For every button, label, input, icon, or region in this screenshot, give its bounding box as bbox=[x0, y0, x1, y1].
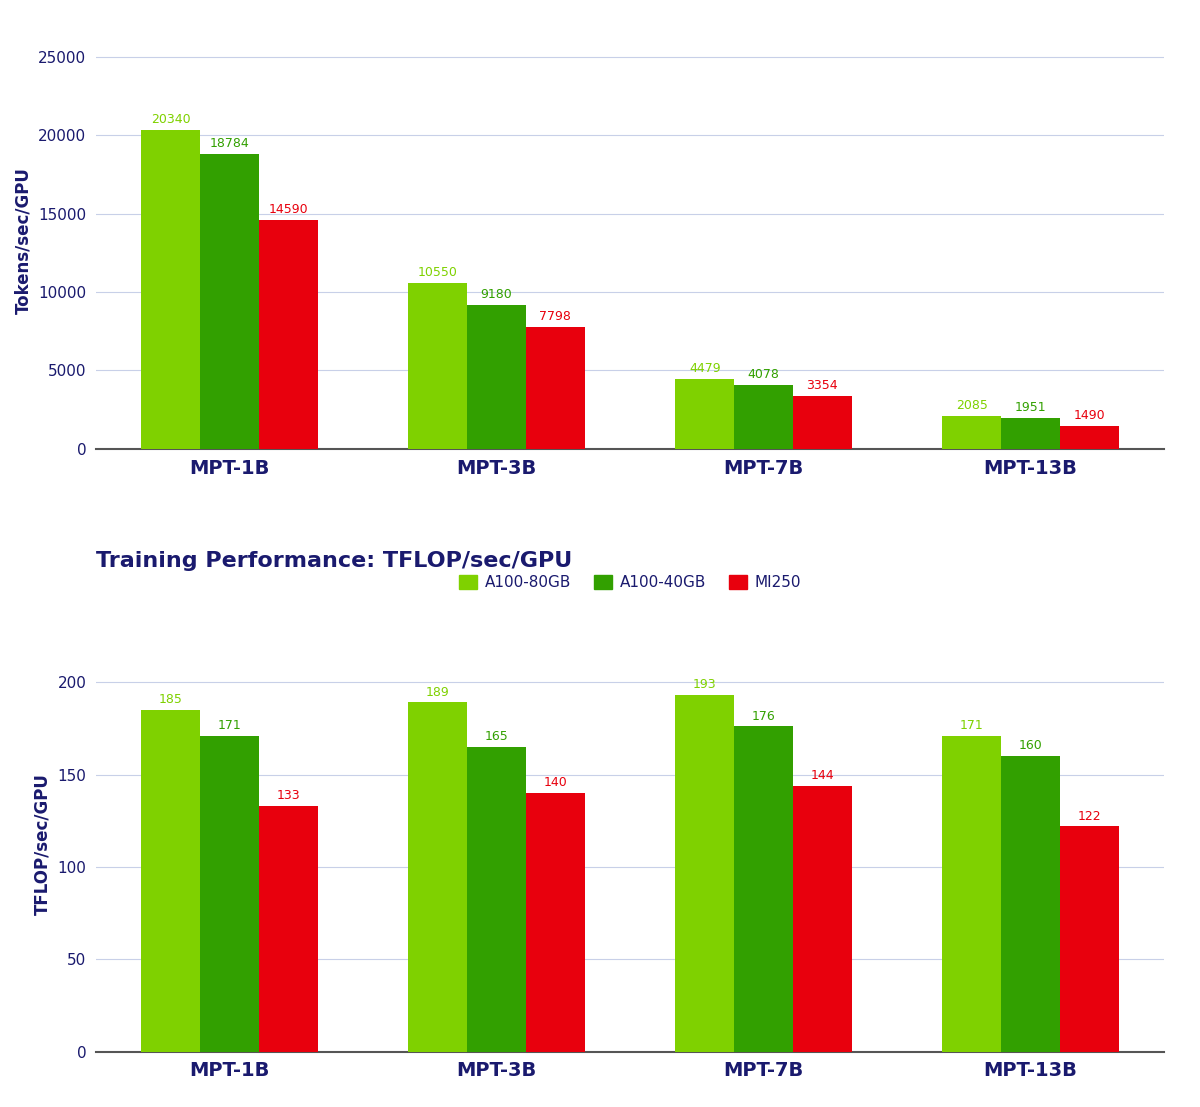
Text: 185: 185 bbox=[158, 693, 182, 706]
Text: 3354: 3354 bbox=[806, 380, 838, 392]
Bar bbox=[259, 806, 318, 1052]
Bar bbox=[942, 416, 1001, 449]
Bar bbox=[467, 747, 526, 1052]
Text: 171: 171 bbox=[217, 720, 241, 732]
Bar bbox=[1060, 826, 1118, 1052]
Bar bbox=[408, 283, 467, 449]
Text: 10550: 10550 bbox=[418, 267, 457, 279]
Bar bbox=[734, 385, 793, 449]
Text: 144: 144 bbox=[810, 769, 834, 782]
Text: 2085: 2085 bbox=[956, 400, 988, 412]
Y-axis label: TFLOP/sec/GPU: TFLOP/sec/GPU bbox=[34, 773, 52, 914]
Bar bbox=[734, 726, 793, 1052]
Bar bbox=[526, 327, 584, 449]
Bar bbox=[259, 220, 318, 449]
Bar bbox=[200, 736, 259, 1052]
Text: 193: 193 bbox=[692, 679, 716, 692]
Text: Training Performance: TFLOP/sec/GPU: Training Performance: TFLOP/sec/GPU bbox=[96, 550, 572, 570]
Bar bbox=[942, 736, 1001, 1052]
Text: 189: 189 bbox=[426, 685, 450, 699]
Text: 133: 133 bbox=[276, 789, 300, 803]
Text: 14590: 14590 bbox=[269, 203, 308, 216]
Bar bbox=[1001, 756, 1060, 1052]
Text: 1490: 1490 bbox=[1074, 408, 1105, 422]
Bar bbox=[676, 695, 734, 1052]
Bar bbox=[142, 710, 200, 1052]
Legend: A100-80GB, A100-40GB, MI250: A100-80GB, A100-40GB, MI250 bbox=[452, 569, 808, 596]
Text: 20340: 20340 bbox=[151, 113, 191, 126]
Y-axis label: Tokens/sec/GPU: Tokens/sec/GPU bbox=[14, 167, 32, 314]
Text: 165: 165 bbox=[485, 731, 509, 743]
Text: 122: 122 bbox=[1078, 809, 1102, 823]
Bar bbox=[1001, 418, 1060, 449]
Bar bbox=[526, 793, 584, 1052]
Bar bbox=[142, 130, 200, 449]
Text: 171: 171 bbox=[960, 720, 984, 732]
Bar bbox=[200, 154, 259, 449]
Text: 176: 176 bbox=[751, 710, 775, 723]
Bar bbox=[793, 786, 852, 1052]
Text: 18784: 18784 bbox=[210, 137, 250, 151]
Bar bbox=[467, 304, 526, 449]
Text: 7798: 7798 bbox=[539, 310, 571, 322]
Bar bbox=[793, 396, 852, 449]
Text: 9180: 9180 bbox=[481, 288, 512, 301]
Text: 1951: 1951 bbox=[1015, 402, 1046, 414]
Text: 140: 140 bbox=[544, 776, 568, 789]
Text: 4479: 4479 bbox=[689, 362, 720, 374]
Text: 4078: 4078 bbox=[748, 368, 780, 381]
Bar bbox=[1060, 425, 1118, 449]
Bar bbox=[676, 379, 734, 449]
Text: 160: 160 bbox=[1019, 739, 1043, 753]
Bar bbox=[408, 703, 467, 1052]
